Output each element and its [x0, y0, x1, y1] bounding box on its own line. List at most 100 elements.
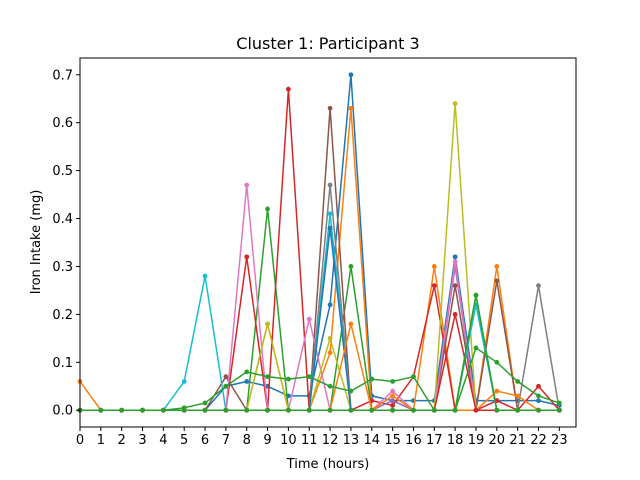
data-point — [390, 403, 396, 408]
y-tick-label: 0.0 — [52, 404, 73, 419]
data-point — [181, 407, 187, 413]
y-tick-label: 0.5 — [52, 164, 73, 179]
data-point — [348, 407, 354, 413]
x-tick-label: 19 — [468, 433, 485, 448]
y-tick-label: 0.4 — [52, 212, 73, 227]
data-point — [369, 398, 375, 404]
series-15 — [77, 292, 562, 413]
data-point — [556, 400, 562, 406]
data-point — [390, 393, 396, 399]
data-point — [452, 101, 458, 106]
x-axis-label: Time (hours) — [286, 457, 370, 472]
data-point — [327, 383, 333, 389]
data-point — [390, 398, 396, 404]
y-axis: 0.0 0.1 0.2 0.3 0.4 0.5 0.6 0.7 — [52, 68, 80, 419]
series-layer — [77, 72, 562, 413]
y-tick-label: 0.7 — [52, 68, 73, 83]
data-point — [348, 388, 354, 394]
x-tick-label: 21 — [509, 433, 526, 448]
x-tick-label: 15 — [384, 433, 401, 448]
data-point — [494, 264, 500, 269]
data-point — [265, 321, 270, 327]
data-point — [223, 383, 229, 389]
series-13 — [77, 345, 562, 413]
x-tick-label: 14 — [363, 433, 380, 448]
data-point — [536, 383, 541, 389]
x-tick-label: 17 — [426, 433, 443, 448]
data-point — [369, 376, 375, 382]
data-point — [244, 182, 250, 188]
x-tick-label: 11 — [301, 433, 318, 448]
x-tick-label: 20 — [489, 433, 506, 448]
data-point — [473, 292, 479, 298]
x-tick-label: 8 — [243, 433, 251, 448]
data-point — [348, 72, 354, 78]
data-point — [327, 105, 333, 111]
data-point — [494, 407, 500, 413]
x-tick-label: 1 — [97, 433, 105, 448]
data-point — [327, 302, 333, 308]
x-tick-label: 3 — [138, 433, 146, 448]
data-point — [411, 407, 416, 413]
y-tick-label: 0.6 — [52, 116, 73, 131]
data-point — [244, 379, 250, 384]
data-point — [431, 283, 437, 289]
data-point — [223, 374, 229, 380]
x-tick-label: 10 — [280, 433, 297, 448]
chart-title: Cluster 1: Participant 3 — [236, 34, 419, 53]
data-point — [494, 278, 500, 284]
data-point — [515, 407, 521, 413]
data-point — [452, 254, 458, 260]
x-tick-label: 2 — [118, 433, 126, 448]
data-point — [327, 350, 333, 356]
data-point — [286, 376, 291, 382]
data-point — [494, 359, 500, 365]
data-point — [348, 264, 354, 269]
x-tick-label: 23 — [551, 433, 568, 448]
data-point — [327, 225, 333, 231]
data-point — [327, 182, 333, 188]
data-point — [265, 206, 270, 212]
x-tick-label: 12 — [322, 433, 339, 448]
x-tick-label: 7 — [222, 433, 230, 448]
x-tick-label: 9 — [263, 433, 271, 448]
data-point — [327, 335, 333, 341]
data-point — [119, 407, 125, 413]
x-axis: 0 1 2 3 4 5 6 7 8 9 10 11 12 13 14 15 16 17 18 19 20 21 22 23 — [76, 427, 568, 448]
data-point — [348, 105, 354, 111]
data-point — [140, 407, 145, 413]
data-point — [265, 407, 270, 413]
data-point — [306, 374, 312, 380]
data-point — [452, 407, 458, 413]
data-point — [390, 388, 396, 394]
data-point — [473, 345, 479, 351]
data-point — [286, 407, 291, 413]
data-point — [536, 393, 541, 399]
data-point — [452, 283, 458, 289]
data-point — [536, 283, 541, 289]
x-tick-label: 4 — [159, 433, 167, 448]
y-tick-label: 0.2 — [52, 308, 73, 323]
data-point — [494, 388, 500, 394]
data-point — [536, 398, 541, 404]
data-point — [390, 407, 396, 413]
data-point — [452, 259, 458, 265]
data-point — [160, 407, 166, 413]
x-tick-label: 18 — [447, 433, 464, 448]
data-point — [369, 407, 375, 413]
x-tick-label: 16 — [405, 433, 422, 448]
data-point — [202, 407, 208, 413]
data-point — [327, 211, 333, 217]
data-point — [431, 264, 437, 269]
data-point — [327, 407, 333, 413]
data-point — [286, 86, 291, 92]
y-tick-label: 0.3 — [52, 260, 73, 275]
data-point — [536, 407, 541, 413]
data-point — [181, 379, 187, 384]
data-point — [98, 407, 104, 413]
series-5 — [77, 264, 562, 413]
y-axis-label: Iron Intake (mg) — [29, 190, 44, 295]
data-point — [244, 254, 250, 260]
